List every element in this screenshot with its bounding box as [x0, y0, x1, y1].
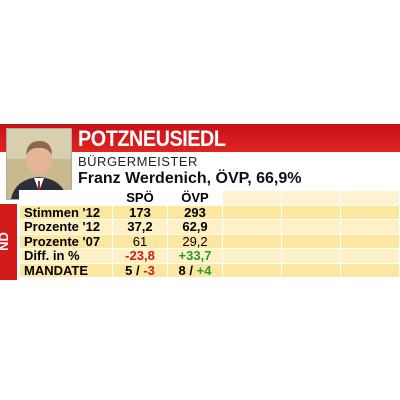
cell: 61 [112, 233, 168, 249]
side-label: ND [0, 232, 11, 251]
title: POTZNEUSIEDL [78, 126, 226, 151]
row: Stimmen '12 173 293 [19, 204, 400, 220]
row-label: Prozente '12 [19, 219, 113, 235]
row: Prozente '07 61 29,2 [19, 233, 400, 249]
cell: 293 [167, 204, 223, 220]
mayor: Franz Werdenich, ÖVP, 66,9% [78, 170, 302, 187]
empty-cell [281, 233, 341, 249]
side-strip: ND [0, 204, 17, 280]
empty-cell [222, 248, 282, 264]
empty-cell [222, 190, 282, 206]
photo [6, 128, 72, 200]
seats: 8 [178, 262, 186, 278]
row-label: Stimmen '12 [19, 204, 113, 220]
row: Prozente '12 37,2 62,9 [19, 219, 400, 235]
seat-change: +4 [196, 262, 212, 278]
seat-change: -3 [143, 262, 155, 278]
empty-cell [281, 248, 341, 264]
empty-cell [340, 248, 400, 264]
empty-cell [340, 262, 400, 278]
subtitle: BÜRGERMEISTER [78, 154, 198, 169]
seats: 5 [125, 262, 133, 278]
column-header: ÖVP [167, 190, 223, 206]
empty-cell [340, 190, 400, 206]
portrait [7, 129, 71, 199]
cell: 29,2 [167, 233, 223, 249]
row-label: MANDATE [19, 262, 113, 278]
empty-cell [222, 233, 282, 249]
column-header: SPÖ [112, 190, 168, 206]
cell: +33,7 [167, 248, 223, 264]
cell: 62,9 [167, 219, 223, 235]
row-label: Diff. in % [19, 248, 113, 264]
empty-cell [340, 204, 400, 220]
empty-cell [281, 190, 341, 206]
mandate-row: MANDATE 5 / -3 8 / +4 [19, 262, 400, 278]
header-cell [19, 190, 113, 206]
empty-cell [222, 262, 282, 278]
row-label: Prozente '07 [19, 233, 113, 249]
empty-cell [222, 204, 282, 220]
results-table: SPÖ ÖVP Stimmen '12 173 293 Prozente '12 37,2 6… [19, 190, 400, 278]
row: Diff. in % -23,8 +33,7 [19, 248, 400, 264]
cell: 173 [112, 204, 168, 220]
header-row: SPÖ ÖVP [19, 190, 400, 206]
empty-cell [281, 219, 341, 235]
empty-cell [340, 219, 400, 235]
mandate-cell: 5 / -3 [112, 262, 168, 278]
empty-cell [281, 262, 341, 278]
cell: 37,2 [112, 219, 168, 235]
empty-cell [281, 204, 341, 220]
mandate-cell: 8 / +4 [167, 262, 223, 278]
empty-cell [340, 233, 400, 249]
empty-cell [222, 219, 282, 235]
cell: -23,8 [112, 248, 168, 264]
